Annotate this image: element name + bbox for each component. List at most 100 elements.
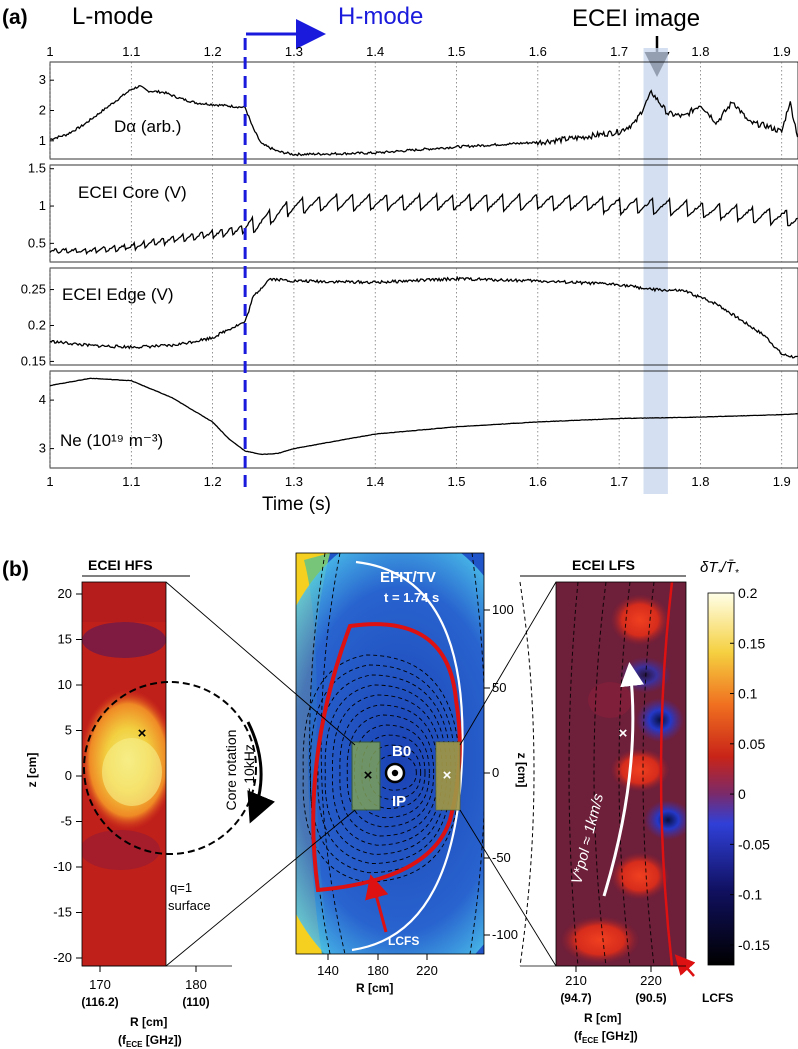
y-tick-label: 0.25 [21,282,46,297]
efit-y-tick-label: -50 [492,850,511,865]
lcfs-arrow [365,874,389,933]
colorbar-tick-label: -0.15 [738,937,770,953]
hfs-panel: ECEI HFS 20 15 10 5 0 -5 -10 -15 -20 z [cm] 170 … [25,557,276,1049]
hfs-y-tick-label: 0 [65,768,72,783]
y-tick-label: 0.5 [28,235,46,250]
efit-y-label: z [cm] [515,753,529,788]
hfs-x-ticks: 170 180 (116.2) (110) [81,965,232,1009]
y-tick-label: 0.15 [21,353,46,368]
y-tick-label: 4 [39,392,46,407]
flux-surface [376,754,417,791]
efit-hfs-cross: × [364,767,373,784]
x-tick-bottom-label: 1.1 [122,474,140,489]
y-tick-label: 1 [39,198,46,213]
hmode-label: H-mode [338,3,423,30]
series-label: Ne (10¹⁹ m⁻³) [60,431,163,450]
panel-a-plots: 1 1.1 1.2 1.3 1.4 1.5 1.6 1.7 1.8 1.9 1 2 3 Dα (arb.)… [21,38,798,494]
lfs-lcfs-arrow [674,954,696,977]
poloidal-velocity-arrow [602,662,645,897]
flux-surface [346,714,435,828]
subplot-frame [49,370,798,469]
lcfs-contour [311,622,462,893]
efit-y-tick-label: 100 [492,602,514,617]
flux-surface [339,704,439,837]
open-field-line [309,553,331,954]
hfs-y-ticks: 20 15 10 5 0 -5 -10 -15 -20 [53,586,82,965]
x-tick-top-label: 1.9 [773,44,791,59]
x-tick-top-label: 1.7 [610,44,628,59]
subplot-frame [49,267,798,366]
efit-wall-contour [351,560,464,952]
hfs-y-tick-label: -10 [53,859,72,874]
x-tick-top-label: 1.5 [447,44,465,59]
x-tick-top-label: 1.3 [285,44,303,59]
hfs-y-tick-label: 5 [65,723,72,738]
lfs-lcfs-contour [659,582,674,966]
efit-y-tick-label: 0 [492,765,499,780]
hfs-y-tick-label: -15 [53,905,72,920]
y-tick-label: 3 [39,441,46,456]
panel-b-label: (b) [2,558,29,581]
y-tick-label: 1 [39,133,46,148]
colorbar-tick-label: 0.15 [738,635,765,651]
x-tick-top-label: 1.4 [366,44,384,59]
efit-x-tick: 220 [416,963,438,978]
hfs-y-tick-label: -5 [60,814,72,829]
x-tick-bottom-label: 1.8 [691,474,709,489]
efit-time: t = 1.74 s [384,590,439,605]
hfs-y-tick-label: -20 [53,950,72,965]
flux-surface [324,684,448,855]
lfs-x-tick: 210 [565,973,587,988]
lfs-panel: ECEI LFS V*pol ≈ 1km/s × LCFS [519,557,733,1045]
efit-lcfs-label: LCFS [388,934,419,948]
hfs-y-tick-label: 20 [58,586,72,601]
series-label: Dα (arb.) [114,117,181,136]
lfs-x-ticks: 210 220 (94.7) (90.5) [520,965,686,1005]
zoom-lines [165,581,557,967]
series-line [49,377,798,456]
subplot-frame [49,61,798,160]
x-tick-bottom-label: 1 [46,474,53,489]
q1-surface-circle [83,681,257,855]
lfs-image [556,582,686,966]
efit-x-tick: 140 [317,963,339,978]
subplot-3: 3 4 Ne (10¹⁹ m⁻³) [39,370,798,469]
x-tick-top-label: 1.6 [529,44,547,59]
hfs-x-label-sub: (fECE [GHz]) [118,1033,182,1049]
panel-a-label: (a) [2,6,28,29]
hfs-y-tick-label: 15 [58,632,72,647]
lfs-x-tick-sub: (94.7) [560,991,591,1005]
subplot-1: 0.5 1 1.5 ECEI Core (V) [28,161,798,263]
colorbar-tick-label: 0.2 [738,585,758,601]
efit-title: EFIT/TV [380,569,436,586]
hfs-y-tick-label: 10 [58,677,72,692]
series-label: ECEI Core (V) [78,183,187,202]
colorbar-ticks: 0.2 0.15 0.1 0.05 0 -0.05 -0.1 -0.15 [730,585,770,953]
lfs-lcfs-label: LCFS [702,991,733,1005]
flux-surface [332,694,443,846]
colorbar-tick-label: 0.1 [738,686,758,702]
y-tick-label: 0.2 [28,317,46,332]
flux-surface [354,724,430,819]
lmode-label: L-mode [72,3,153,30]
hfs-x-label: R [cm] [130,1015,167,1029]
x-tick-bottom-label: 1.9 [773,474,791,489]
x-tick-bottom-label: 1.5 [447,474,465,489]
colorbar-title: δT*/T̄* [700,559,740,579]
colorbar-tick-label: -0.1 [738,887,762,903]
subplot-0: 1 2 3 Dα (arb.) [39,61,798,160]
colorbar-gradient [707,592,735,966]
q1-surface-label: surface [168,898,211,913]
x-tick-bottom-label: 1.4 [366,474,384,489]
colorbar-tick-label: 0.05 [738,736,765,752]
efit-frame [295,552,485,955]
subplot-2: 0.15 0.2 0.25 ECEI Edge (V) [21,267,798,368]
x-tick-bottom-label: 1.3 [285,474,303,489]
x-tick-bottom-label: 1.7 [610,474,628,489]
lfs-cross-marker: × [619,725,628,742]
hfs-title: ECEI HFS [88,557,153,573]
lfs-x-label: R [cm] [584,1011,621,1025]
efit-y-tick-label: -100 [492,927,518,942]
